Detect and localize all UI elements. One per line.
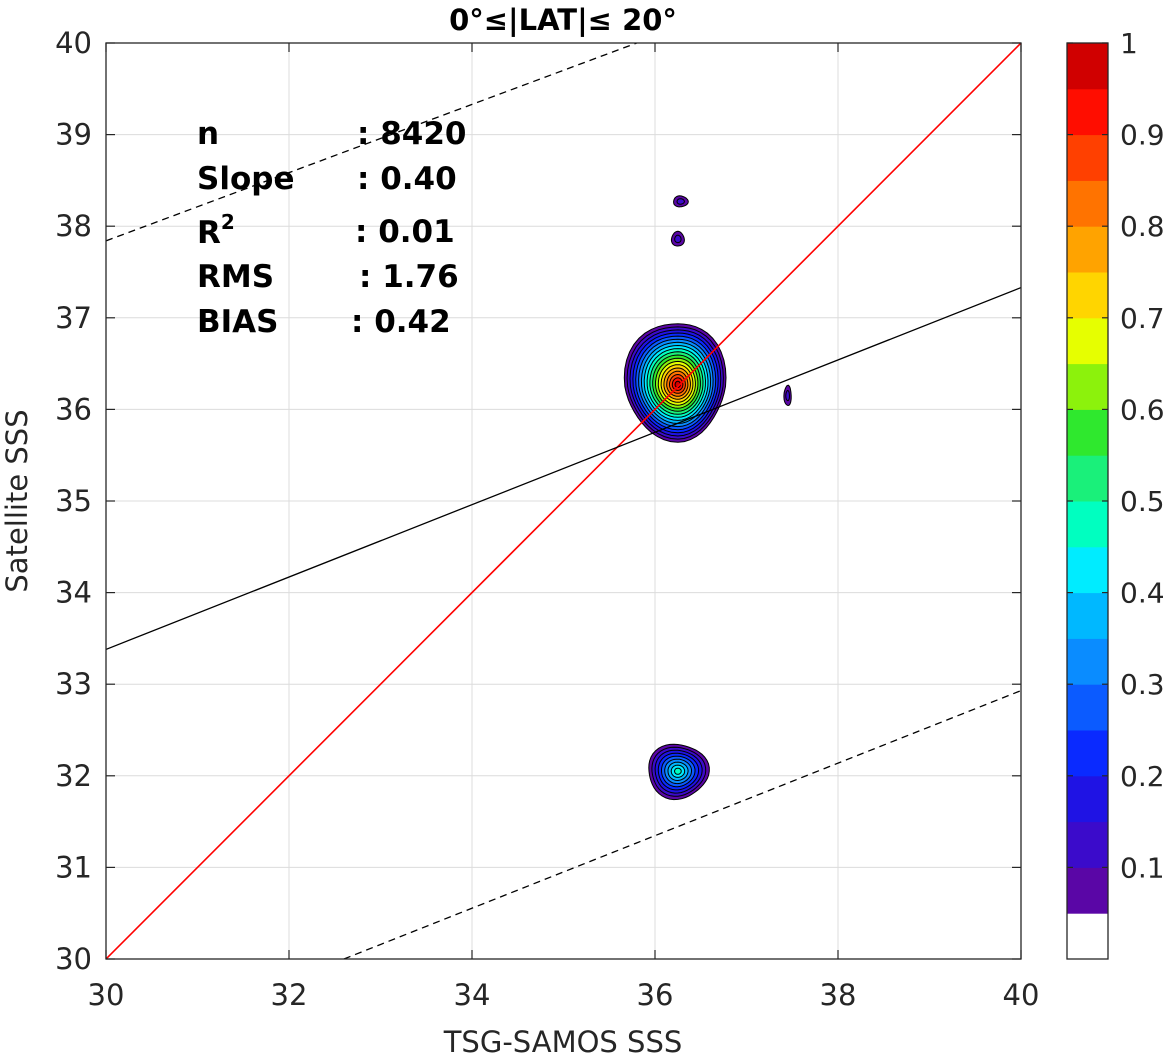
colorbar-cell bbox=[1067, 913, 1108, 960]
y-axis-label: Satellite SSS bbox=[0, 409, 34, 592]
colorbar-cell bbox=[1067, 638, 1108, 685]
colorbar: 0.1 0.2 0.3 0.4 0.5 0.6 0.7 0.8 0.9 1 bbox=[1066, 27, 1165, 960]
x-tick-label: 40 bbox=[1003, 978, 1040, 1012]
x-tick-label: 38 bbox=[820, 978, 857, 1012]
colorbar-tick-label: 0.2 bbox=[1120, 760, 1165, 793]
colorbar-cell bbox=[1067, 821, 1108, 868]
colorbar-cell bbox=[1067, 592, 1108, 639]
colorbar-cell bbox=[1067, 867, 1108, 914]
stats-box: n : 8420 Slope : 0.40 R2 : 0.01 RMS : 1.… bbox=[197, 116, 466, 340]
stat-rms-label: RMS bbox=[197, 259, 274, 295]
y-tick-label: 40 bbox=[55, 26, 92, 60]
contour-level bbox=[785, 389, 790, 402]
y-tick-label: 30 bbox=[55, 942, 92, 976]
colorbar-cell bbox=[1067, 180, 1108, 227]
colorbar-cell bbox=[1067, 455, 1108, 502]
colorbar-cell bbox=[1067, 272, 1108, 319]
x-tick-label: 36 bbox=[637, 978, 674, 1012]
y-tick-label: 31 bbox=[55, 850, 92, 884]
colorbar-ticks: 0.1 0.2 0.3 0.4 0.5 0.6 0.7 0.8 0.9 1 bbox=[1067, 27, 1165, 884]
y-tick-label: 34 bbox=[55, 576, 92, 610]
stat-slope-value: : 0.40 bbox=[357, 161, 457, 197]
colorbar-cell bbox=[1067, 88, 1108, 136]
plot-area: 30 32 34 36 38 40 30 31 32 33 34 35 36 37 38 39 40 bbox=[55, 26, 1039, 1012]
contour-level bbox=[674, 234, 682, 244]
upper-bound-line bbox=[106, 43, 637, 242]
stat-slope-label: Slope bbox=[197, 161, 294, 197]
reference-lines bbox=[106, 43, 1021, 959]
colorbar-tick-label: 0.5 bbox=[1120, 485, 1165, 518]
one-to-one-line bbox=[106, 43, 1021, 959]
y-tick-label: 39 bbox=[55, 118, 92, 152]
colorbar-tick-label: 0.6 bbox=[1120, 393, 1165, 426]
chart-title: 0°≤|LAT|≤ 20° bbox=[449, 3, 677, 37]
stat-r2-superscript: 2 bbox=[221, 210, 235, 234]
density-contours bbox=[623, 195, 792, 801]
stat-n-value: : 8420 bbox=[357, 116, 466, 152]
x-tick-label: 30 bbox=[88, 978, 125, 1012]
colorbar-cell bbox=[1067, 546, 1108, 594]
stat-r2-value: : 0.01 bbox=[355, 214, 455, 250]
axis-ticks: 30 32 34 36 38 40 30 31 32 33 34 35 36 37 38 39 40 bbox=[55, 26, 1039, 1012]
colorbar-tick-label: 0.9 bbox=[1120, 119, 1165, 152]
y-tick-label: 35 bbox=[55, 484, 92, 518]
colorbar-tick-label: 0.7 bbox=[1120, 302, 1165, 335]
lower-bound-line bbox=[343, 690, 1021, 959]
y-tick-label: 33 bbox=[55, 667, 92, 701]
colorbar-tick-label: 0.4 bbox=[1120, 577, 1165, 610]
colorbar-cell bbox=[1067, 409, 1108, 456]
colorbar-cell bbox=[1067, 43, 1108, 90]
colorbar-tick-label: 0.3 bbox=[1120, 668, 1165, 701]
colorbar-tick-label: 0.8 bbox=[1120, 210, 1165, 243]
regression-line bbox=[106, 286, 1021, 650]
colorbar-cells bbox=[1067, 43, 1108, 960]
y-tick-label: 38 bbox=[55, 209, 92, 243]
colorbar-cell bbox=[1067, 684, 1108, 731]
colorbar-cell bbox=[1067, 134, 1108, 181]
colorbar-tick-label: 0.1 bbox=[1120, 851, 1165, 884]
contour-level bbox=[676, 198, 685, 205]
colorbar-cell bbox=[1067, 363, 1108, 410]
x-tick-label: 34 bbox=[454, 978, 491, 1012]
colorbar-cell bbox=[1067, 775, 1108, 823]
colorbar-cell bbox=[1067, 730, 1108, 777]
contour-level bbox=[673, 767, 682, 775]
y-tick-label: 36 bbox=[55, 392, 92, 426]
colorbar-cell bbox=[1067, 501, 1108, 548]
colorbar-tick-label: 1 bbox=[1120, 27, 1138, 60]
y-tick-label: 32 bbox=[55, 759, 92, 793]
y-tick-label: 37 bbox=[55, 301, 92, 335]
stat-bias-value: : 0.42 bbox=[351, 304, 451, 340]
colorbar-cell bbox=[1067, 317, 1108, 365]
x-tick-label: 32 bbox=[271, 978, 308, 1012]
stat-rms-value: : 1.76 bbox=[359, 259, 459, 295]
stat-bias-label: BIAS bbox=[197, 304, 278, 340]
colorbar-cell bbox=[1067, 226, 1108, 273]
stat-r2-base: R bbox=[197, 215, 221, 251]
stat-n-label: n bbox=[197, 116, 219, 152]
x-axis-label: TSG-SAMOS SSS bbox=[443, 1025, 683, 1055]
grid bbox=[106, 43, 1021, 959]
stat-r2-label: R2 bbox=[197, 210, 235, 251]
